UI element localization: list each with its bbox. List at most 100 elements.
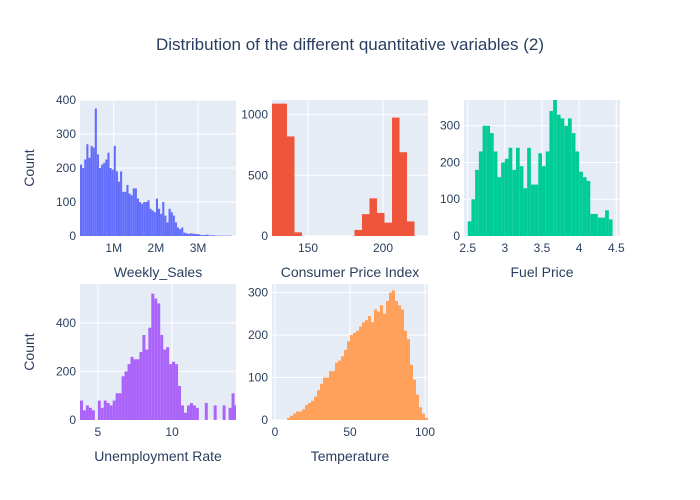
histogram-bar[interactable]	[164, 215, 167, 236]
histogram-bar[interactable]	[564, 125, 568, 236]
histogram-bar[interactable]	[320, 383, 323, 420]
histogram-bar[interactable]	[166, 222, 169, 236]
histogram-bar[interactable]	[228, 407, 232, 420]
histogram-bar[interactable]	[96, 154, 99, 236]
histogram-bar[interactable]	[475, 169, 479, 236]
histogram-bar[interactable]	[369, 198, 378, 236]
histogram-bar[interactable]	[305, 405, 308, 420]
histogram-bar[interactable]	[323, 377, 326, 421]
histogram-bar[interactable]	[234, 405, 236, 420]
histogram-bar[interactable]	[136, 198, 140, 236]
histogram-bar[interactable]	[184, 412, 187, 420]
histogram-bar[interactable]	[195, 233, 199, 236]
histogram-bar[interactable]	[130, 356, 134, 420]
histogram-bar[interactable]	[191, 233, 194, 236]
histogram-bar[interactable]	[410, 364, 413, 420]
histogram-bar[interactable]	[401, 309, 404, 421]
histogram-bar[interactable]	[371, 322, 374, 420]
histogram-bar[interactable]	[341, 356, 344, 420]
histogram-bar[interactable]	[549, 111, 554, 236]
histogram-bar[interactable]	[601, 217, 606, 236]
histogram-bar[interactable]	[181, 227, 184, 237]
histogram-bar[interactable]	[136, 359, 140, 420]
histogram-bar[interactable]	[115, 171, 118, 236]
histogram-bar[interactable]	[329, 371, 332, 420]
histogram-bar[interactable]	[175, 364, 179, 420]
histogram-bar[interactable]	[134, 188, 137, 236]
histogram-bar[interactable]	[326, 377, 329, 421]
histogram-bar[interactable]	[338, 360, 341, 421]
histogram-bar[interactable]	[91, 410, 95, 420]
histogram-bar[interactable]	[155, 198, 158, 236]
histogram-bar[interactable]	[571, 133, 576, 236]
histogram-bar[interactable]	[399, 152, 408, 236]
histogram-bar[interactable]	[389, 292, 392, 421]
histogram-bar[interactable]	[407, 221, 415, 236]
histogram-bar[interactable]	[335, 362, 338, 420]
histogram-bar[interactable]	[206, 234, 209, 236]
histogram-bar[interactable]	[192, 405, 196, 420]
histogram-bar[interactable]	[311, 400, 314, 420]
histogram-bar[interactable]	[106, 403, 110, 420]
histogram-bar[interactable]	[422, 413, 425, 420]
histogram-bar[interactable]	[112, 400, 116, 420]
histogram-bar[interactable]	[172, 215, 175, 236]
histogram-bar[interactable]	[553, 100, 557, 236]
histogram-bar[interactable]	[88, 157, 91, 236]
histogram-bar[interactable]	[425, 417, 428, 420]
histogram-bar[interactable]	[556, 114, 561, 236]
histogram-bar[interactable]	[118, 393, 122, 420]
histogram-bar[interactable]	[519, 166, 524, 236]
histogram-bar[interactable]	[308, 403, 311, 420]
histogram-bar[interactable]	[204, 234, 207, 236]
histogram-bar[interactable]	[198, 234, 201, 236]
histogram-bar[interactable]	[147, 200, 150, 236]
histogram-bar[interactable]	[395, 301, 398, 420]
histogram-bar[interactable]	[202, 234, 205, 236]
histogram-bar[interactable]	[482, 125, 487, 236]
histogram-bar[interactable]	[287, 136, 295, 236]
histogram-bar[interactable]	[314, 396, 317, 420]
histogram-bar[interactable]	[568, 118, 572, 236]
histogram-bar[interactable]	[97, 400, 101, 420]
histogram-bar[interactable]	[497, 177, 502, 236]
histogram-bar[interactable]	[172, 361, 176, 420]
histogram-bar[interactable]	[299, 411, 302, 421]
histogram-bar[interactable]	[109, 168, 112, 236]
histogram-bar[interactable]	[143, 202, 146, 236]
histogram-bar[interactable]	[368, 315, 371, 420]
histogram-bar[interactable]	[359, 326, 362, 421]
histogram-bar[interactable]	[121, 376, 125, 420]
histogram-bar[interactable]	[187, 233, 190, 236]
histogram-bar[interactable]	[176, 227, 180, 237]
histogram-bar[interactable]	[189, 233, 192, 236]
histogram-bar[interactable]	[130, 195, 133, 236]
histogram-bar[interactable]	[467, 221, 472, 236]
histogram-bar[interactable]	[471, 199, 476, 236]
histogram-bar[interactable]	[82, 168, 85, 236]
histogram-bar[interactable]	[294, 232, 303, 236]
histogram-bar[interactable]	[383, 313, 386, 420]
histogram-bar[interactable]	[124, 371, 128, 420]
histogram-bar[interactable]	[193, 233, 196, 236]
histogram-bar[interactable]	[597, 217, 602, 236]
histogram-bar[interactable]	[545, 151, 550, 236]
histogram-bar[interactable]	[103, 162, 106, 236]
histogram-bar[interactable]	[88, 407, 92, 420]
histogram-bar[interactable]	[508, 147, 513, 236]
histogram-bar[interactable]	[384, 222, 393, 236]
histogram-bar[interactable]	[168, 208, 171, 236]
histogram-bar[interactable]	[139, 202, 142, 236]
histogram-bar[interactable]	[111, 169, 114, 236]
histogram-bar[interactable]	[530, 184, 535, 236]
histogram-bar[interactable]	[86, 144, 89, 236]
histogram-bar[interactable]	[560, 118, 565, 236]
histogram-bar[interactable]	[117, 181, 121, 236]
histogram-bar[interactable]	[122, 191, 125, 236]
histogram-bar[interactable]	[101, 164, 104, 236]
histogram-bar[interactable]	[293, 413, 296, 420]
histogram-bar[interactable]	[163, 349, 167, 420]
histogram-bar[interactable]	[178, 386, 182, 420]
histogram-bar[interactable]	[398, 305, 401, 420]
histogram-bar[interactable]	[504, 158, 509, 236]
